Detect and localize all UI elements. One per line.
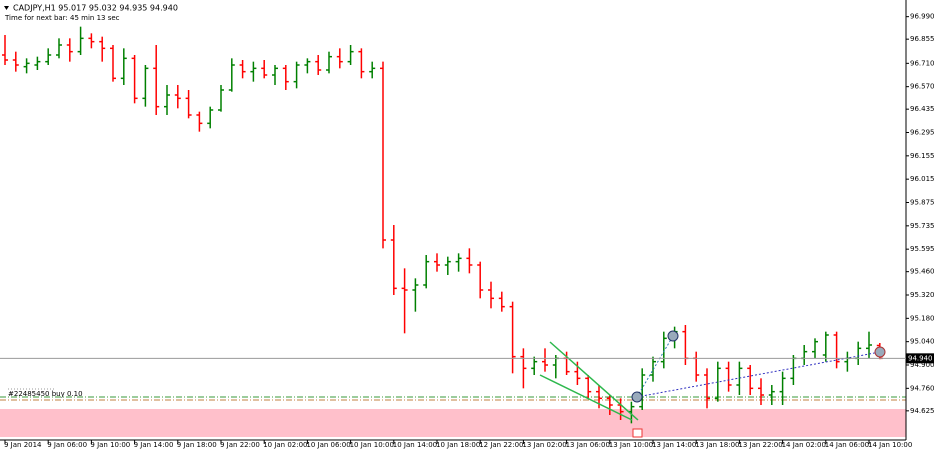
y-tick-label: 96.570 [910, 83, 934, 91]
y-tick-label: 95.180 [910, 314, 934, 322]
x-tick-label: 14 Jan 06:00 [825, 441, 869, 449]
x-tick-label: 13 Jan 18:00 [695, 441, 739, 449]
trend-line [539, 374, 633, 421]
x-tick-label: 9 Jan 14:00 [134, 441, 174, 449]
y-tick-label: 95.595 [910, 245, 934, 253]
y-tick-label: 96.015 [910, 175, 934, 183]
timer: Time for next bar: 45 min 13 sec [4, 14, 120, 22]
x-tick-label: 13 Jan 14:00 [652, 441, 696, 449]
y-tick-label: 95.320 [910, 291, 934, 299]
menu-arrow [4, 6, 9, 10]
x-tick-label: 13 Jan 06:00 [566, 441, 610, 449]
y-tick-label: 96.990 [910, 13, 934, 21]
trend-line [549, 341, 639, 421]
y-tick-label: 95.460 [910, 268, 934, 276]
x-tick-label: 10 Jan 18:00 [436, 441, 480, 449]
y-tick-label: 96.435 [910, 105, 934, 113]
x-tick-label: 9 Jan 10:00 [90, 441, 130, 449]
current-price-box [906, 353, 934, 364]
y-tick-label: 96.295 [910, 129, 934, 137]
trade-icon [667, 330, 679, 342]
y-tick-label: 94.625 [910, 407, 934, 415]
trade-icon [632, 428, 643, 438]
x-tick-label: 13 Jan 10:00 [609, 441, 653, 449]
x-tick-label: 14 Jan 10:00 [868, 441, 912, 449]
trade-icon [631, 391, 643, 403]
y-tick-label: 96.710 [910, 59, 934, 67]
x-tick-label: 14 Jan 02:00 [782, 441, 826, 449]
y-tick-label: 95.735 [910, 222, 934, 230]
x-tick-label: 10 Jan 02:00 [263, 441, 307, 449]
trade-line [636, 351, 881, 398]
bars [2, 26, 883, 424]
x-tick-label: 12 Jan 22:00 [479, 441, 523, 449]
chart-title: CADJPY,H1 95.017 95.032 94.935 94.940 [13, 4, 178, 13]
y-tick-label: 95.875 [910, 199, 934, 207]
x-tick-label: 10 Jan 10:00 [350, 441, 394, 449]
x-tick-label: 9 Jan 22:00 [220, 441, 260, 449]
y-tick-label: 96.855 [910, 35, 934, 43]
order-label: #22485450 buy 0.10 [8, 390, 83, 398]
x-tick-label: 9 Jan 06:00 [47, 441, 87, 449]
y-tick-label: 96.155 [910, 152, 934, 160]
current-price-label: 94.940 [908, 354, 933, 362]
x-tick-label: 9 Jan 2014 [4, 441, 42, 449]
y-tick-label: 94.760 [910, 384, 934, 392]
zone [0, 409, 906, 437]
y-tick-label: 95.040 [910, 338, 934, 346]
x-tick-label: 10 Jan 06:00 [306, 441, 350, 449]
x-tick-label: 9 Jan 18:00 [177, 441, 217, 449]
y-tick-label: 94.900 [910, 361, 934, 369]
trade-icon [874, 346, 886, 358]
x-tick-label: 13 Jan 02:00 [522, 441, 566, 449]
x-tick-label: 13 Jan 22:00 [738, 441, 782, 449]
x-tick-label: 10 Jan 14:00 [393, 441, 437, 449]
